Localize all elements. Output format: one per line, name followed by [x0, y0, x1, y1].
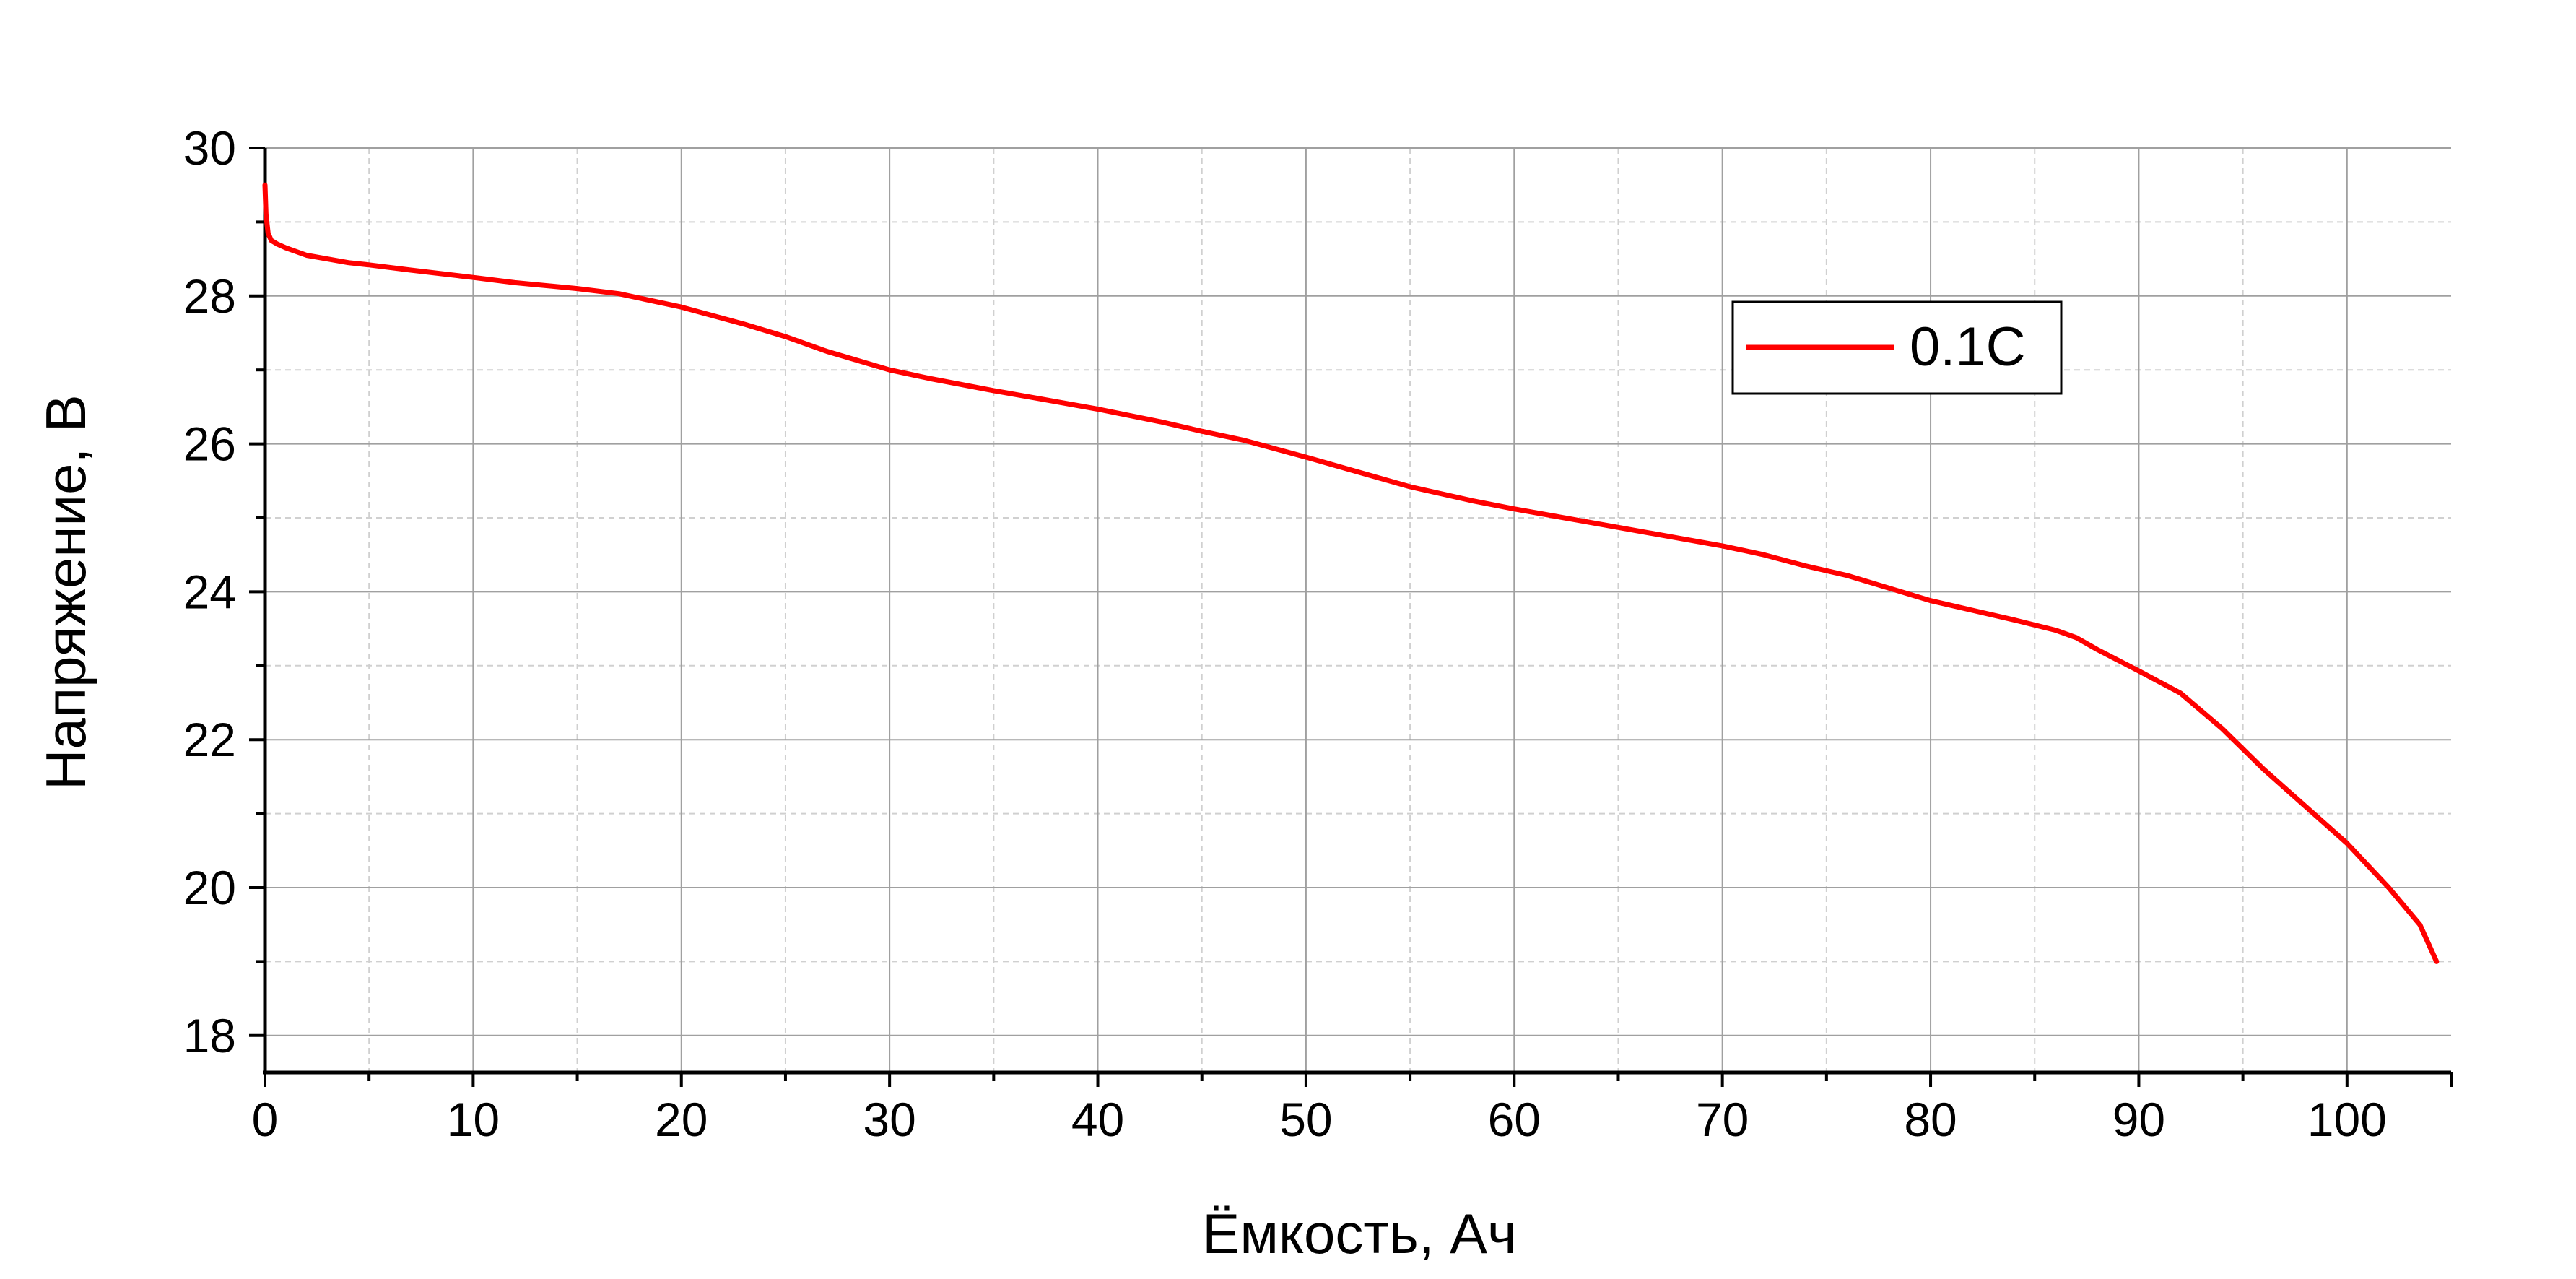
y-tick-label: 20 [183, 861, 236, 914]
y-axis-label: Напряжение, В [34, 394, 97, 790]
x-tick-label: 90 [2112, 1093, 2165, 1146]
x-axis-label: Ёмкость, Ач [1202, 1202, 1516, 1265]
y-tick-label: 28 [183, 269, 236, 323]
x-tick-label: 20 [655, 1093, 708, 1146]
y-tick-label: 24 [183, 565, 236, 618]
y-tick-label: 30 [183, 121, 236, 175]
minor-grid [265, 148, 2451, 1072]
x-tick-label: 70 [1696, 1093, 1749, 1146]
axes [263, 148, 2451, 1075]
tick-labels: 0 10 20 30 40 50 60 70 80 90 100 18 20 22 24 26 28 30 [183, 121, 2387, 1146]
y-tick-label: 22 [183, 713, 236, 766]
x-tick-label: 0 [252, 1093, 279, 1146]
x-tick-label: 80 [1904, 1093, 1957, 1146]
series-line-0-1c [262, 182, 2440, 964]
x-tick-label: 50 [1279, 1093, 1332, 1146]
major-grid [265, 147, 2451, 1072]
x-tick-label: 30 [863, 1093, 915, 1146]
x-tick-label: 10 [447, 1093, 500, 1146]
legend: 0.1C [1731, 300, 2063, 395]
ticks [249, 147, 2453, 1087]
x-tick-label: 40 [1071, 1093, 1124, 1146]
y-tick-label: 26 [183, 417, 236, 471]
x-tick-label: 60 [1488, 1093, 1541, 1146]
y-tick-label: 18 [183, 1009, 236, 1062]
plot-series [262, 182, 2440, 964]
x-tick-label: 100 [2307, 1093, 2387, 1146]
legend-entry-0-1c: 0.1C [1910, 316, 2026, 378]
